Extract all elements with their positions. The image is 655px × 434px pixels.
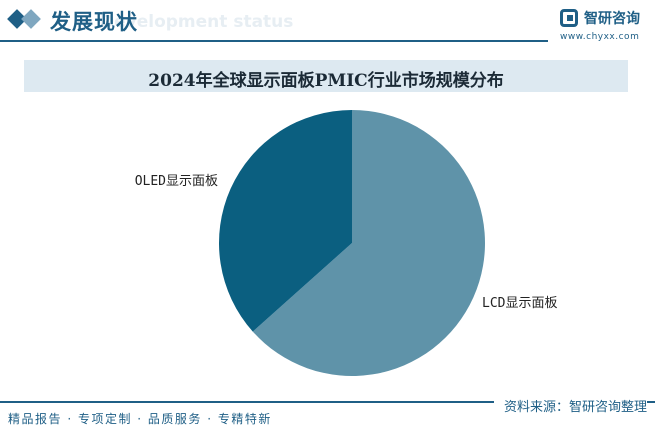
header: Development status 发展现状 智研咨询 www.chyxx.c… <box>0 0 655 46</box>
section-subtitle: Development status <box>100 12 294 32</box>
pie-chart: LCD显示面板 OLED显示面板 <box>135 110 557 377</box>
section-title: 发展现状 <box>50 10 138 34</box>
slice-label-lcd: LCD显示面板 <box>482 296 557 311</box>
chart-title-banner: 2024年全球显示面板PMIC行业市场规模分布 <box>24 60 628 92</box>
logo-url: www.chyxx.com <box>560 32 640 42</box>
slice-label-oled: OLED显示面板 <box>135 174 218 189</box>
footer-divider <box>0 401 655 403</box>
header-divider <box>0 40 548 42</box>
source-note: 资料来源：智研咨询整理 <box>493 396 647 415</box>
logo-icon <box>560 9 578 27</box>
logo-text: 智研咨询 <box>584 11 640 27</box>
pie-slice-oled <box>218 110 352 332</box>
pie-slice-lcd <box>252 110 485 377</box>
chart-title: 2024年全球显示面板PMIC行业市场规模分布 <box>148 71 504 91</box>
footer-slogan: 精品报告 · 专项定制 · 品质服务 · 专精特新 <box>8 412 272 426</box>
